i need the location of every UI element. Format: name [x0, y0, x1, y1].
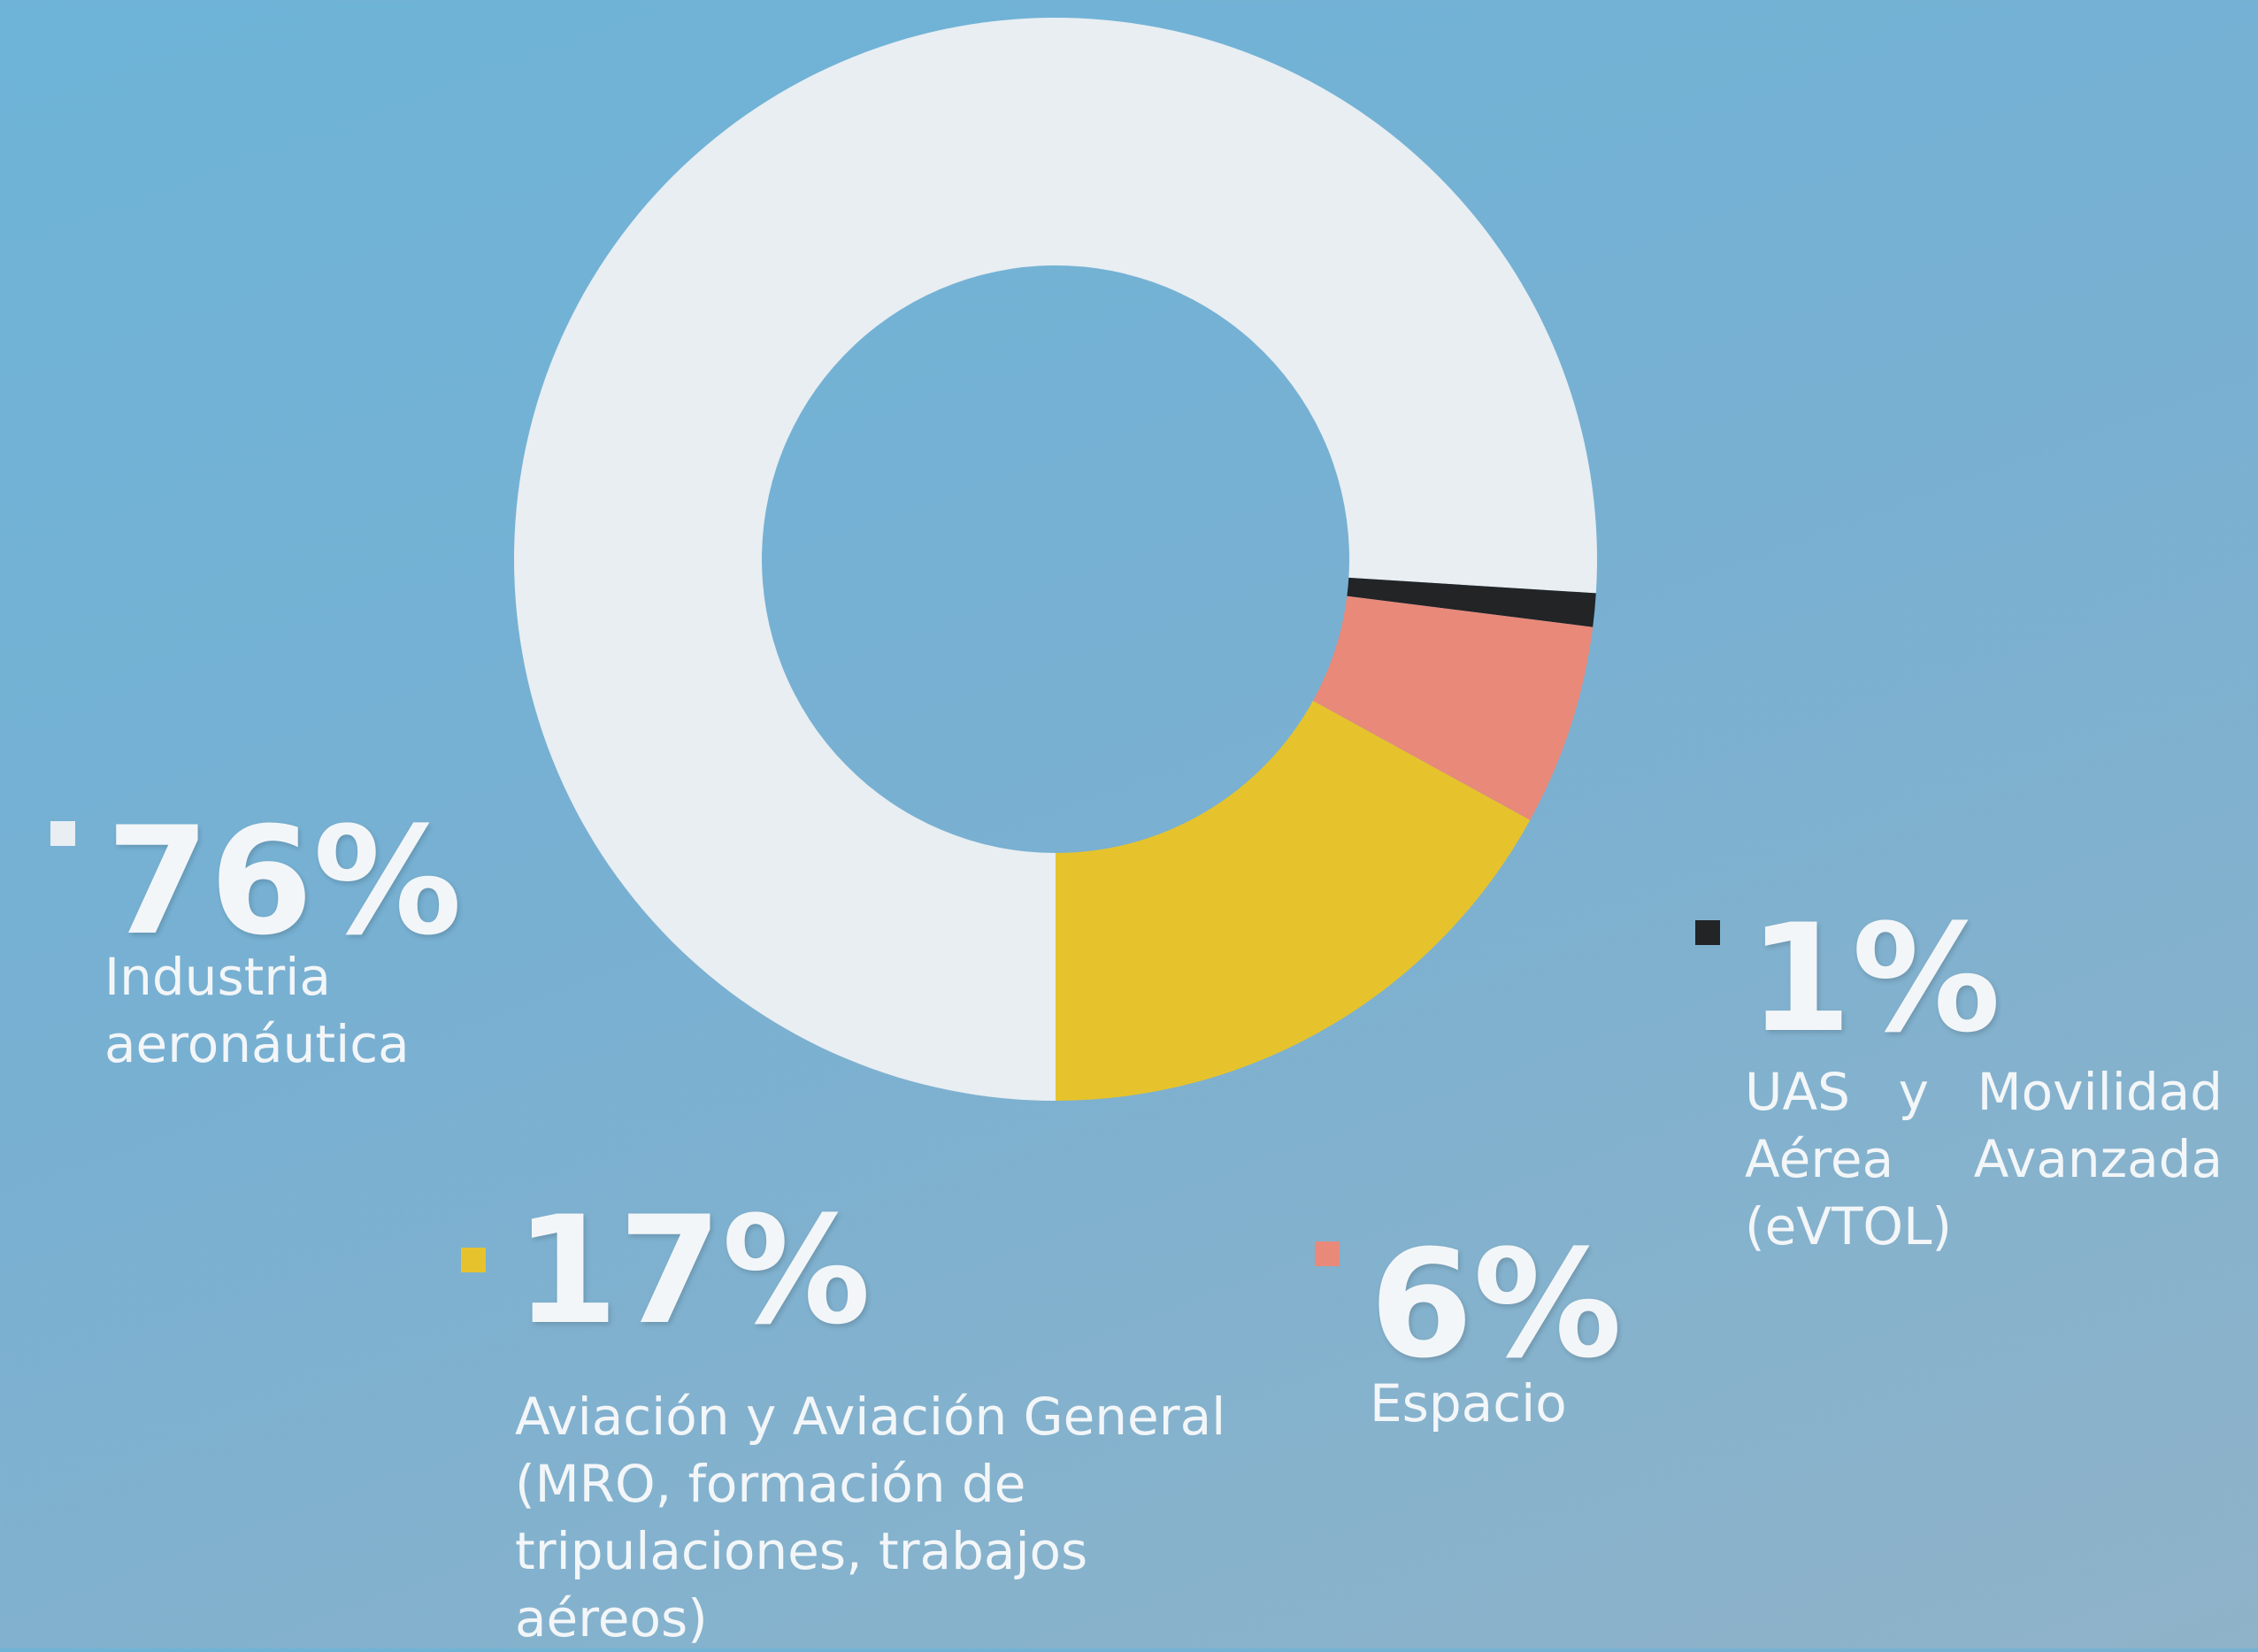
- value-label: 1%: [1748, 892, 2001, 1065]
- value-label: 6%: [1370, 1218, 1623, 1391]
- value-label: 17%: [515, 1184, 872, 1357]
- category-label: UAS y Movilidad Aérea Avanzada (eVTOL): [1745, 1062, 2223, 1256]
- value-label: 76%: [106, 795, 463, 968]
- legend-swatch: [50, 821, 75, 846]
- donut-slice: [514, 18, 1597, 1101]
- category-label: Espacio: [1370, 1373, 1567, 1433]
- category-label: Industria aeronáutica: [104, 947, 410, 1074]
- category-label: Aviación y Aviación General (MRO, formac…: [515, 1387, 1226, 1648]
- legend-swatch: [461, 1248, 486, 1272]
- donut-slice: [1056, 700, 1531, 1101]
- donut-slice: [1312, 595, 1594, 820]
- legend-swatch: [1315, 1241, 1340, 1266]
- donut-slice: [1347, 577, 1596, 627]
- legend-swatch: [1695, 920, 1720, 945]
